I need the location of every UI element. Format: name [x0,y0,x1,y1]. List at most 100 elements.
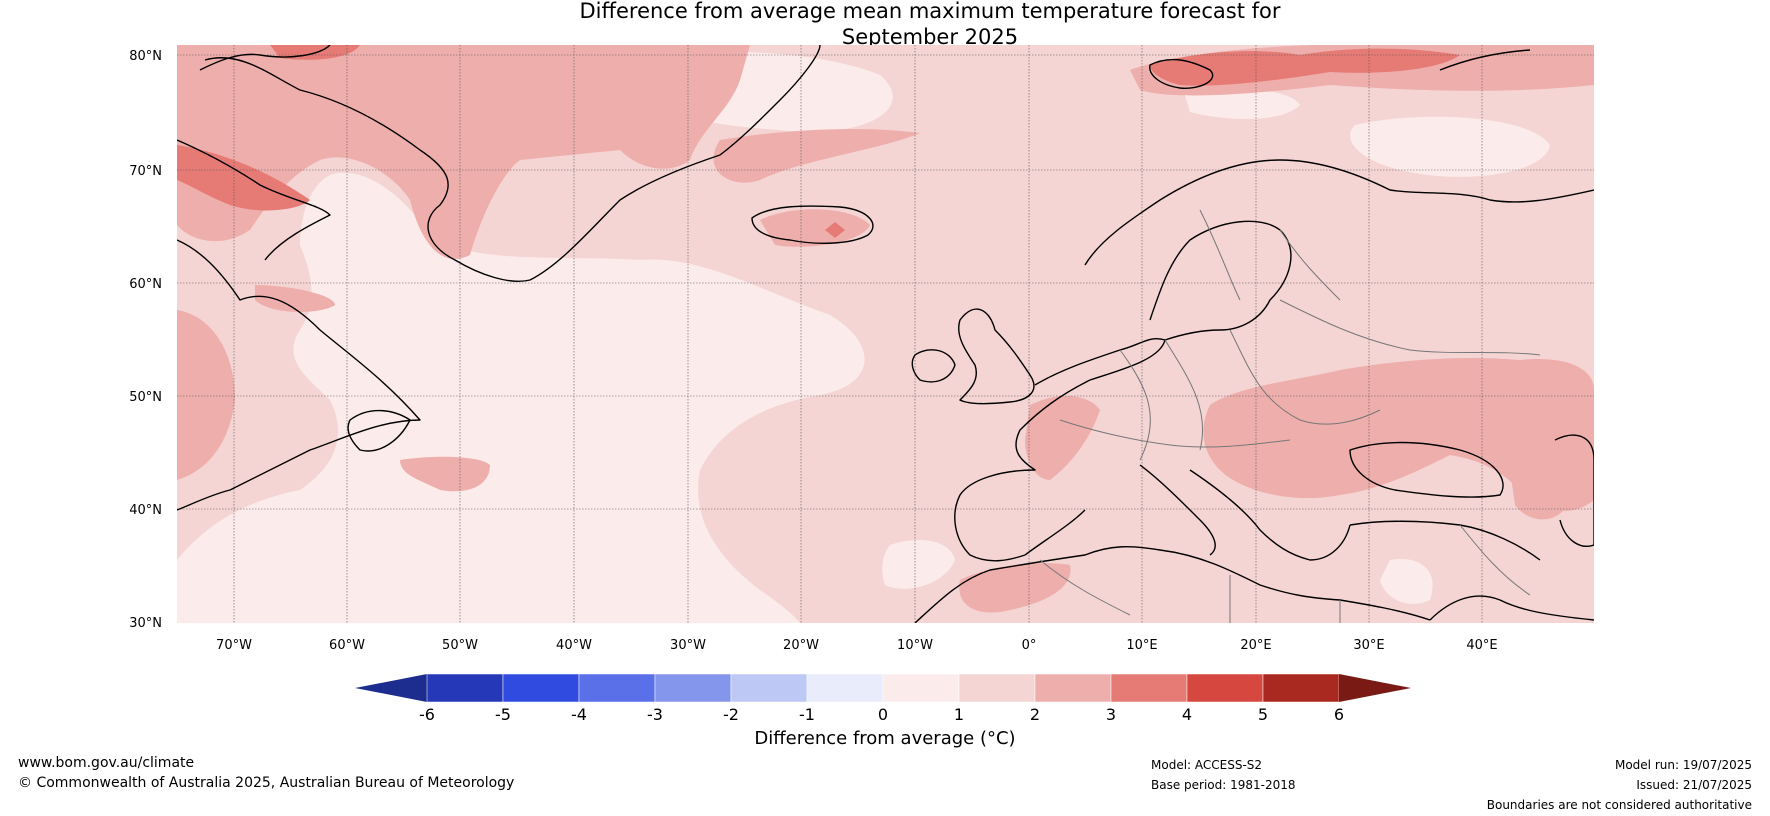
border-europe-5 [1279,299,1541,356]
colorbar-segment [654,673,732,703]
coast-svalbard [1149,58,1214,89]
latitude-labels: 80°N 70°N 60°N 50°N 40°N 30°N [129,49,162,631]
colorbar-segment [1034,673,1112,703]
model-text: Model: ACCESS-S2 [1151,758,1263,772]
colorbar-segment [806,673,884,703]
lat-label-30: 30°N [129,616,162,631]
coast-turkey [1349,520,1541,561]
colorbar-segment [1262,673,1340,703]
website-link[interactable]: www.bom.gov.au/climate [18,755,195,771]
anomaly-zone-0-1-svalbard-west [1185,89,1300,120]
longitude-labels: 70°W 60°W 50°W 40°W 30°W 20°W 10°W 0° 10… [216,638,1498,653]
anomaly-zone-3-4-arctic-canada [177,145,310,211]
coast-baffin [177,139,331,261]
colorbar-tick-label: -2 [723,705,739,724]
coast-newfoundland [347,409,411,452]
anomaly-zone-0-1-africa [882,540,955,589]
lon-label-0: 0° [1022,638,1037,653]
anomaly-zone-2-3-canada-west [177,310,235,480]
lon-label-30w: 30°W [670,638,706,653]
colorbar-segment [730,673,808,703]
coast-ireland [911,349,956,383]
lat-label-40: 40°N [129,503,162,518]
disclaimer-text: Boundaries are not considered authoritat… [1486,798,1752,812]
coast-britain [958,308,1035,405]
graticule [177,45,1594,623]
lon-label-70w: 70°W [216,638,252,653]
anomaly-zone-2-3-atlantic-patch [400,456,490,492]
colorbar-segment [958,673,1036,703]
lon-label-50w: 50°W [442,638,478,653]
coast-novaya-zemlya [1439,49,1531,71]
colorbar: -6 -5 -4 -3 -2 -1 0 1 2 3 4 5 6 [355,673,1411,724]
border-europe-6 [1199,209,1241,301]
lon-label-40e: 40°E [1466,638,1497,653]
colorbar-tick-label: -6 [419,705,435,724]
colorbar-tick-label: 1 [954,705,964,724]
coast-black-sea [1349,441,1504,498]
border-europe-1 [1119,349,1151,461]
base-period-text: Base period: 1981-2018 [1151,778,1296,792]
anomaly-field [177,45,1594,623]
colorbar-tick-label: 4 [1182,705,1192,724]
lat-label-80: 80°N [129,49,162,64]
border-europe-4 [1229,329,1381,425]
colorbar-tick-label: 6 [1334,705,1344,724]
coast-labrador [177,239,421,511]
issued-text: Issued: 21/07/2025 [1636,778,1752,792]
colorbar-tick-label: 0 [878,705,888,724]
lon-label-40w: 40°W [556,638,592,653]
lon-label-20w: 20°W [783,638,819,653]
colorbar-segment [1110,673,1188,703]
lat-label-50: 50°N [129,390,162,405]
anomaly-zone-2-3-north-africa [959,563,1071,613]
coastlines [177,45,1594,623]
lon-label-30e: 30°E [1353,638,1384,653]
coast-europe-west [954,338,1166,562]
anomaly-zone-2-3-caspian [1510,466,1570,520]
colorbar-segment [1186,673,1264,703]
lat-label-70: 70°N [129,164,162,179]
border-europe-2 [1164,339,1204,451]
anomaly-zone-2-3-west-europe [1025,395,1100,480]
footer-run-info: Model run: 19/07/2025 Issued: 21/07/2025… [1487,755,1752,815]
borders [1039,209,1541,623]
coast-balkans-greece [1189,469,1351,561]
border-africa-1 [1039,559,1131,616]
anomaly-zone-2-3-eastern-europe [1203,358,1594,511]
lon-label-10e: 10°E [1126,638,1157,653]
colorbar-tick-label: -3 [647,705,663,724]
coast-iceland [751,205,874,244]
colorbar-tick-label: 2 [1030,705,1040,724]
border-middle-east [1459,524,1531,596]
colorbar-tick-label: -5 [495,705,511,724]
anomaly-zone-2-3-greenland [177,45,750,259]
colorbar-segment [882,673,960,703]
colorbar-segment [578,673,656,703]
anomaly-zone-3-4-svalbard [1150,48,1460,86]
lon-label-20e: 20°E [1240,638,1271,653]
colorbar-extend-high [1339,674,1411,702]
border-europe-3 [1059,419,1291,448]
coast-red-sea [1429,595,1594,621]
coast-italy [1139,464,1216,556]
copyright-text: © Commonwealth of Australia 2025, Austra… [18,775,515,791]
border-europe-7 [1279,229,1341,301]
anomaly-zone-2-3-iceland [760,209,870,247]
colorbar-segment [426,673,504,703]
coast-norway-sweden [1084,159,1594,266]
colorbar-label: Difference from average (°C) [754,728,1016,749]
anomaly-zone-3-4-iceland-spot [825,222,845,238]
lon-label-60w: 60°W [329,638,365,653]
footer-left: www.bom.gov.au/climate © Commonwealth of… [18,753,514,793]
anomaly-zone-0-1-barents [1350,116,1550,177]
anomaly-zone-0-1-atlantic [177,172,865,623]
colorbar-tick-label: 3 [1106,705,1116,724]
lat-label-60: 60°N [129,277,162,292]
anomaly-zone-2-3-iceland-east [713,129,920,183]
title-line-1: Difference from average mean maximum tem… [579,0,1281,23]
footer-model-info: Model: ACCESS-S2 Base period: 1981-2018 [1151,755,1296,795]
colorbar-tick-label: 5 [1258,705,1268,724]
colorbar-extend-low [355,674,427,702]
